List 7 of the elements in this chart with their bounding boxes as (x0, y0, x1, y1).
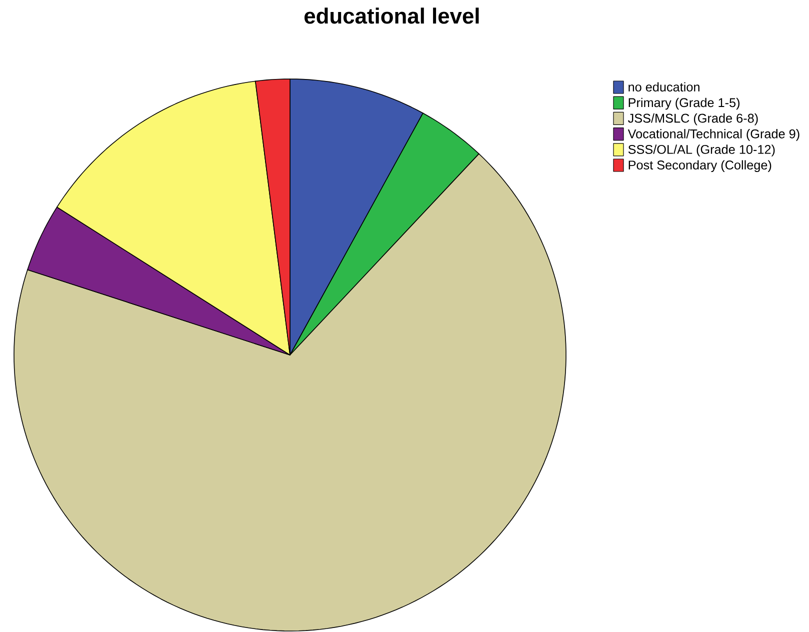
legend-label: Post Secondary (College) (628, 160, 772, 172)
chart-title: educational level (304, 8, 479, 24)
legend-label: SSS/OL/AL (Grade 10-12) (628, 144, 775, 156)
legend-label: no education (628, 82, 700, 92)
legend-label: Primary (Grade 1-5) (628, 98, 740, 110)
legend-label: Vocational/Technical (Grade 9) (628, 129, 800, 141)
legend-label: JSS/MSLC (Grade 6-8) (628, 113, 758, 126)
